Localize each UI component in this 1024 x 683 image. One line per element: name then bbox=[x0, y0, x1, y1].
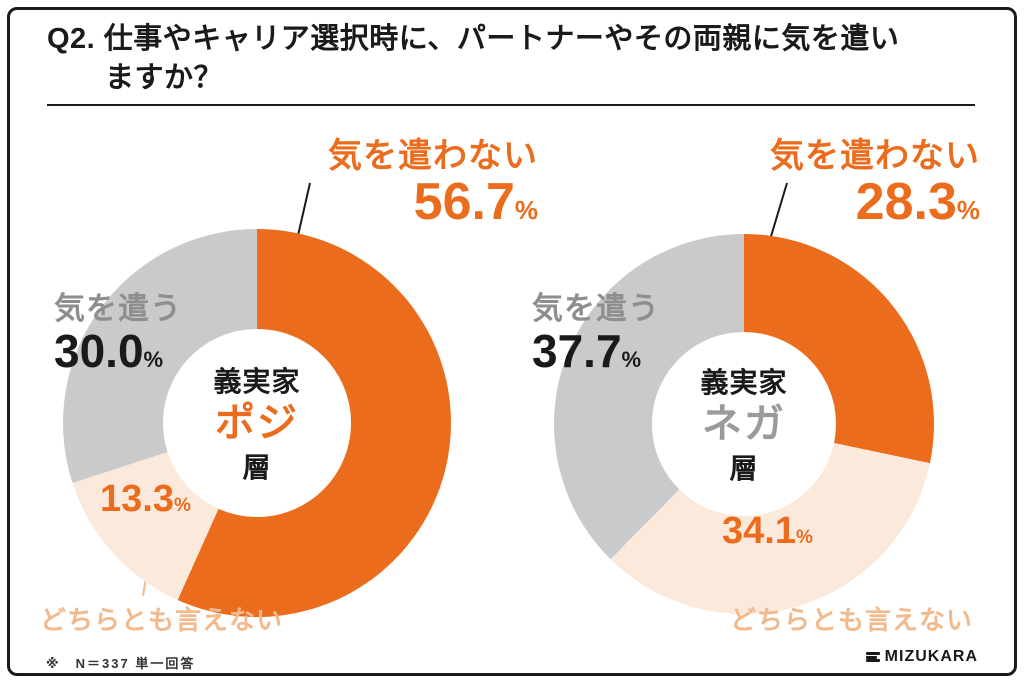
center-label-top: 義実家 bbox=[700, 367, 788, 398]
callout-nega-neither-value: 34.1% bbox=[722, 510, 813, 553]
segment-value: 28.3% bbox=[740, 175, 980, 230]
callout-nega-no-care: 気を遣わない 28.3% bbox=[740, 137, 980, 230]
donut-center-nega: 義実家 ネガ 層 bbox=[652, 332, 836, 516]
segment-label: 気を遣わない bbox=[770, 137, 980, 175]
callout-nega-care: 気を遣う 37.7% bbox=[532, 291, 660, 377]
donut-center-poji: 義実家 ポジ 層 bbox=[163, 329, 351, 517]
title-line-1: Q2. 仕事やキャリア選択時に、パートナーやその両親に気を遣い bbox=[47, 23, 900, 55]
center-label-middle: ポジ bbox=[215, 401, 299, 445]
value-number: 56.7 bbox=[413, 173, 515, 232]
value-number: 37.7 bbox=[532, 325, 622, 378]
donut-chart-poji: 義実家 ポジ 層 bbox=[63, 229, 451, 617]
percent-sign: % bbox=[795, 527, 813, 548]
segment-value: 56.7% bbox=[280, 175, 538, 230]
value-number: 34.1 bbox=[722, 510, 796, 552]
center-label-middle: ネガ bbox=[702, 402, 786, 446]
callout-poji-neither-label: どちらとも言えない bbox=[40, 605, 284, 635]
callout-nega-neither-label: どちらとも言えない bbox=[730, 605, 974, 635]
value-number: 30.0 bbox=[54, 325, 144, 378]
callout-poji-care: 気を遣う 30.0% bbox=[54, 291, 182, 377]
segment-label: 気を遣う bbox=[532, 291, 660, 326]
page-title: Q2. 仕事やキャリア選択時に、パートナーやその両親に気を遣い ますか？ bbox=[47, 20, 977, 98]
donut-chart-nega: 義実家 ネガ 層 bbox=[554, 234, 934, 614]
title-underline bbox=[47, 104, 975, 106]
percent-sign: % bbox=[173, 495, 191, 516]
percent-sign: % bbox=[514, 195, 538, 226]
center-label-bottom: 層 bbox=[242, 452, 272, 483]
segment-value: 30.0% bbox=[54, 326, 182, 377]
segment-value: 37.7% bbox=[532, 326, 660, 377]
callout-poji-no-care: 気を遣わない 56.7% bbox=[280, 137, 538, 230]
mizukara-logo-icon bbox=[865, 650, 880, 664]
percent-sign: % bbox=[956, 195, 980, 226]
mizukara-logo: MIZUKARA bbox=[865, 648, 978, 666]
title-line-2: ますか？ bbox=[105, 62, 224, 95]
mizukara-logo-text: MIZUKARA bbox=[884, 648, 978, 665]
value-number: 13.3 bbox=[100, 478, 174, 520]
callout-poji-neither-value: 13.3% bbox=[100, 478, 191, 521]
center-label-bottom: 層 bbox=[729, 453, 759, 484]
segment-label: 気を遣わない bbox=[328, 137, 538, 175]
value-number: 28.3 bbox=[855, 173, 957, 232]
percent-sign: % bbox=[143, 347, 164, 373]
center-label-top: 義実家 bbox=[213, 366, 301, 397]
percent-sign: % bbox=[621, 347, 642, 373]
segment-label: 気を遣う bbox=[54, 291, 182, 326]
sample-size-note: ※ N＝337 単一回答 bbox=[46, 656, 196, 671]
